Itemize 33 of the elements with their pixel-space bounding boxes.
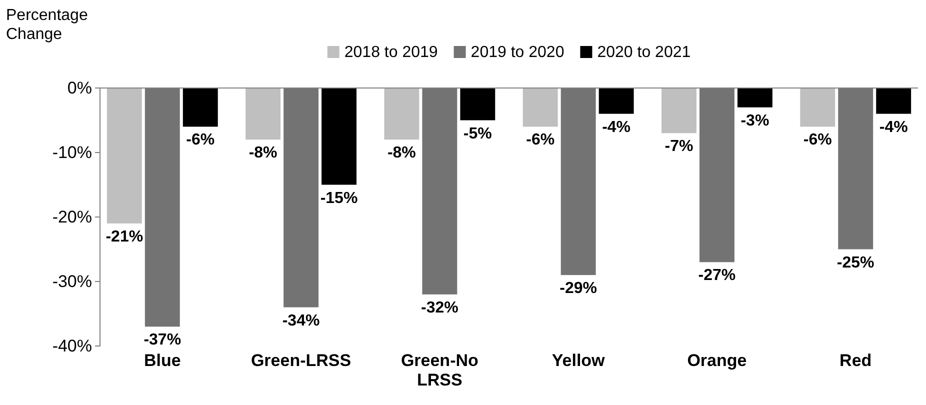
data-label: -6% <box>186 132 215 149</box>
data-label: -4% <box>602 118 631 136</box>
y-axis-title: Percentage Change <box>6 7 88 44</box>
data-label: -21% <box>106 228 144 246</box>
data-label: -3% <box>740 112 770 130</box>
data-label: -8% <box>248 144 278 162</box>
data-label: -5% <box>463 125 492 142</box>
y-tick-label: 0% <box>67 78 92 98</box>
y-tick-label: -40% <box>52 336 92 356</box>
data-label: -4% <box>879 118 908 136</box>
y-tick-label: -10% <box>52 142 92 162</box>
x-tick-label: Green-No LRSS <box>400 351 478 390</box>
x-tick-label: Red <box>840 351 872 370</box>
y-tick-label: -30% <box>52 272 92 291</box>
data-label: -7% <box>664 138 694 156</box>
x-tick-label: Green-LRSS <box>250 351 352 370</box>
data-label: -27% <box>698 267 736 284</box>
data-label: -32% <box>421 299 458 316</box>
data-label: -8% <box>387 144 416 162</box>
legend-label: 2018 to 2019 <box>344 44 438 61</box>
data-label: -6% <box>803 132 832 149</box>
data-label: -37% <box>144 332 182 349</box>
x-tick-label: Orange <box>687 351 747 370</box>
data-label: -25% <box>836 254 874 272</box>
x-tick-label: Yellow <box>552 351 606 370</box>
data-label: -15% <box>320 190 358 207</box>
legend-label: 2019 to 2020 <box>470 44 564 61</box>
legend-label: 2020 to 2021 <box>597 44 691 61</box>
data-label: -29% <box>560 280 597 298</box>
x-tick-label: Blue <box>144 351 181 370</box>
y-tick-label: -20% <box>52 207 92 226</box>
data-label: -6% <box>526 132 555 149</box>
data-label: -34% <box>282 312 320 330</box>
